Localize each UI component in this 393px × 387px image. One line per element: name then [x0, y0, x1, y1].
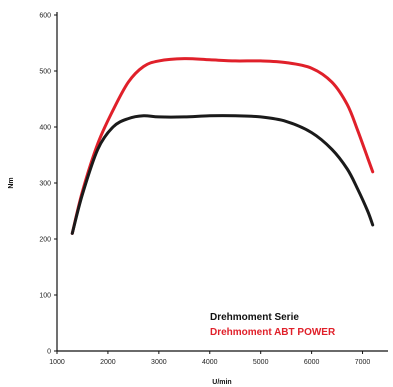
y-tick-label: 600 — [39, 13, 51, 20]
x-axis-label: U/min — [212, 379, 231, 386]
y-tick-label: 200 — [39, 237, 51, 244]
y-tick-label: 300 — [39, 181, 51, 188]
y-axis: 0 100 200 300 400 500 600 — [39, 12, 58, 356]
series-line-abt-power — [70, 57, 375, 235]
y-tick-label: 100 — [39, 293, 51, 300]
legend-item-serie: Drehmoment Serie — [210, 312, 299, 323]
x-tick-label: 6000 — [304, 359, 320, 366]
x-tick-label: 1000 — [49, 359, 65, 366]
legend-item-abt-power: Drehmoment ABT POWER — [210, 327, 336, 338]
y-tick-label: 0 — [47, 349, 51, 356]
y-tick-label: 500 — [39, 69, 51, 76]
x-tick-label: 5000 — [253, 359, 269, 366]
x-tick-label: 4000 — [202, 359, 218, 366]
series-line-serie — [70, 114, 375, 235]
y-tick-label: 400 — [39, 125, 51, 132]
x-axis: 1000 2000 3000 4000 5000 6000 7000 — [49, 350, 388, 366]
series-lines — [70, 57, 375, 235]
x-tick-label: 3000 — [151, 359, 167, 366]
legend: Drehmoment Serie Drehmoment ABT POWER — [210, 312, 336, 338]
y-axis-label: Nm — [8, 177, 15, 188]
x-tick-label: 2000 — [100, 359, 116, 366]
x-tick-label: 7000 — [355, 359, 371, 366]
